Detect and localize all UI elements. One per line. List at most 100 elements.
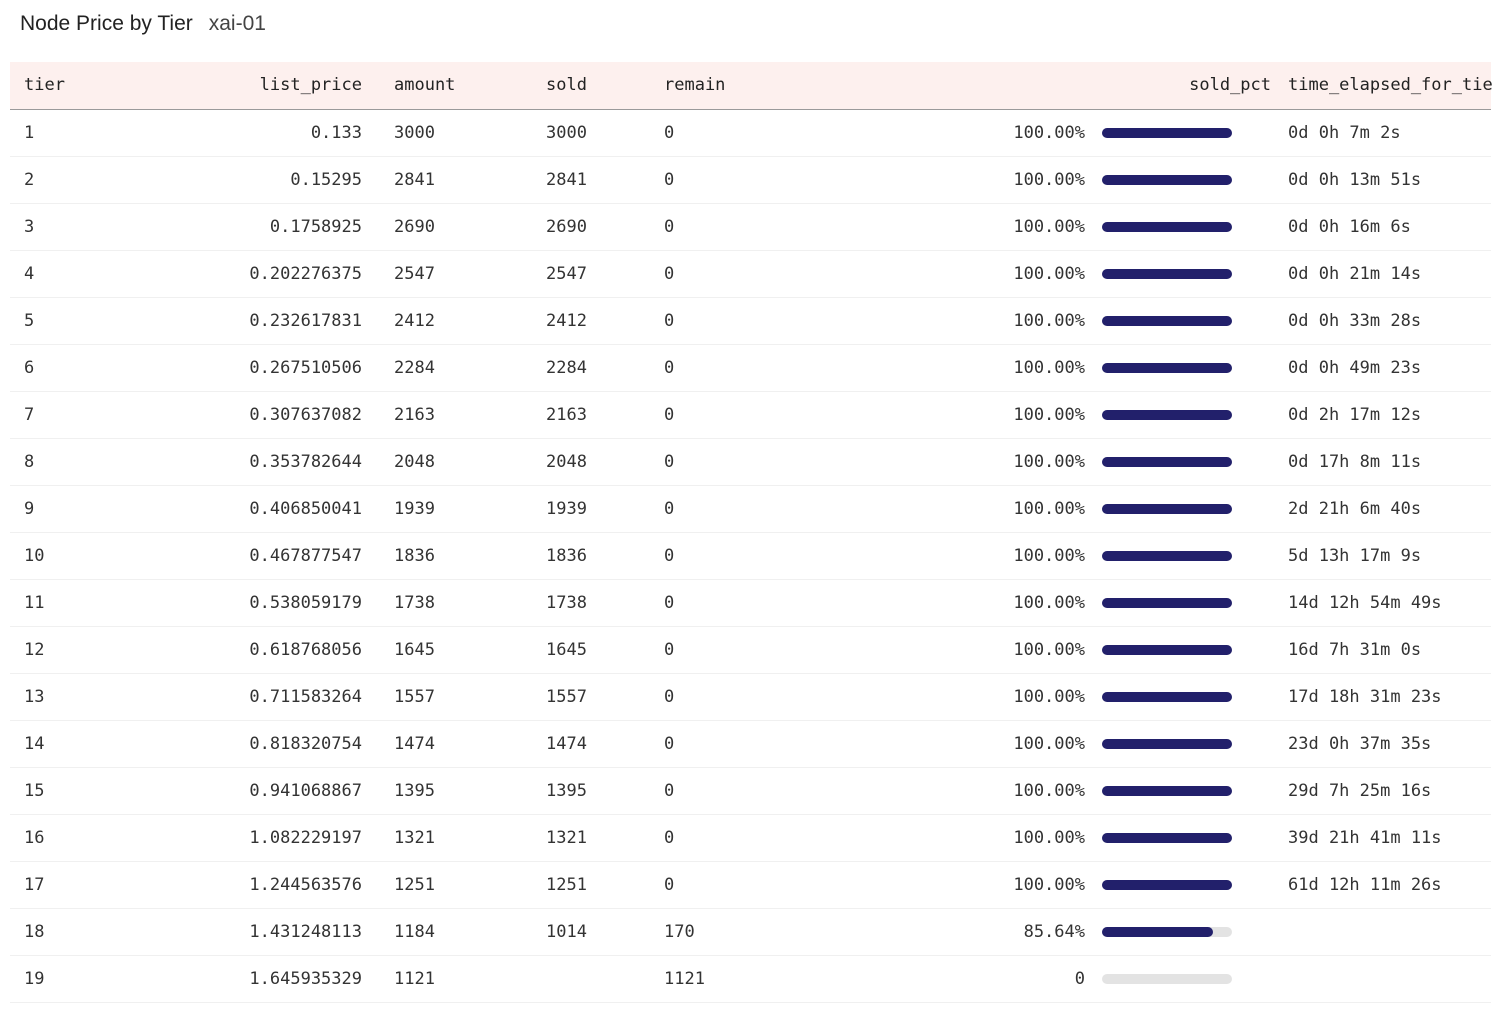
progress-bar-track [1102, 362, 1232, 373]
cell-remain: 0 [664, 263, 675, 284]
progress-bar-fill [1102, 315, 1232, 326]
cell-sold: 3000 [546, 122, 587, 143]
table-row: 13 0.711583264 1557 1557 0 100.00% 17d 18h 31m… [10, 673, 1491, 720]
cell-amount: 1184 [394, 921, 435, 942]
cell-sold-pct: 100.00% [1013, 733, 1085, 754]
cell-tier: 5 [24, 310, 35, 331]
cell-sold-pct-bar [1085, 109, 1288, 156]
progress-bar-fill [1102, 691, 1232, 702]
column-header-list-price[interactable]: list_price [202, 62, 362, 110]
cell-sold-pct: 100.00% [1013, 780, 1085, 801]
cell-remain: 0 [664, 404, 675, 425]
cell-sold-pct-bar [1085, 156, 1288, 203]
column-header-amount[interactable]: amount [362, 62, 546, 110]
progress-bar-fill [1102, 832, 1232, 843]
cell-sold: 2048 [546, 451, 587, 472]
table-row: 19 1.645935329 1121 1121 0 [10, 955, 1491, 1002]
progress-bar-fill [1102, 785, 1232, 796]
page-title: Node Price by Tier [20, 12, 193, 35]
cell-remain: 0 [664, 169, 675, 190]
cell-time-elapsed: 0d 0h 16m 6s [1288, 216, 1411, 237]
table-row: 12 0.618768056 1645 1645 0 100.00% 16d 7h 31m … [10, 626, 1491, 673]
cell-sold-pct: 100.00% [1013, 122, 1085, 143]
cell-amount: 1939 [394, 498, 435, 519]
column-header-time-elapsed[interactable]: time_elapsed_for_tier [1288, 62, 1494, 110]
cell-sold: 2547 [546, 263, 587, 284]
cell-sold-pct-bar [1085, 203, 1288, 250]
tier-price-table: tier list_price amount sold remain sold_… [10, 62, 1494, 1003]
cell-time-elapsed: 2d 21h 6m 40s [1288, 498, 1422, 519]
cell-list-price: 0.711583264 [249, 686, 362, 707]
cell-amount: 3000 [394, 122, 435, 143]
cell-sold: 1557 [546, 686, 587, 707]
table-row: 1 0.133 3000 3000 0 100.00% 0d 0h 7m 2s [10, 109, 1491, 156]
cell-list-price: 0.232617831 [249, 310, 362, 331]
cell-list-price: 0.467877547 [249, 545, 362, 566]
cell-tier: 4 [24, 263, 35, 284]
cell-sold-pct-bar [1085, 767, 1288, 814]
progress-bar-track [1102, 832, 1232, 843]
cell-sold-pct: 85.64% [1023, 921, 1085, 942]
cell-amount: 2048 [394, 451, 435, 472]
progress-bar-track [1102, 550, 1232, 561]
progress-bar-track [1102, 221, 1232, 232]
cell-tier: 16 [24, 827, 45, 848]
cell-amount: 1251 [394, 874, 435, 895]
cell-sold-pct: 100.00% [1013, 263, 1085, 284]
cell-tier: 8 [24, 451, 35, 472]
cell-list-price: 0.133 [310, 122, 362, 143]
cell-sold: 1645 [546, 639, 587, 660]
progress-bar-fill [1102, 597, 1232, 608]
cell-remain: 0 [664, 686, 675, 707]
cell-time-elapsed: 5d 13h 17m 9s [1288, 545, 1422, 566]
table-header: tier list_price amount sold remain sold_… [10, 62, 1494, 110]
progress-bar-track [1102, 456, 1232, 467]
cell-sold-pct: 100.00% [1013, 404, 1085, 425]
column-header-sold[interactable]: sold [546, 62, 664, 110]
cell-sold: 1395 [546, 780, 587, 801]
cell-time-elapsed: 0d 0h 7m 2s [1288, 122, 1401, 143]
cell-list-price: 1.431248113 [249, 921, 362, 942]
column-header-tier[interactable]: tier [10, 62, 202, 110]
column-header-remain[interactable]: remain [664, 62, 882, 110]
progress-bar-fill [1102, 268, 1232, 279]
cell-sold-pct-bar [1085, 908, 1288, 955]
cell-list-price: 0.538059179 [249, 592, 362, 613]
cell-amount: 1645 [394, 639, 435, 660]
cell-tier: 19 [24, 968, 45, 989]
cell-tier: 3 [24, 216, 35, 237]
cell-tier: 2 [24, 169, 35, 190]
progress-bar-fill [1102, 127, 1232, 138]
cell-sold: 2412 [546, 310, 587, 331]
cell-time-elapsed: 0d 17h 8m 11s [1288, 451, 1422, 472]
cell-tier: 13 [24, 686, 45, 707]
table-row: 18 1.431248113 1184 1014 170 85.64% [10, 908, 1491, 955]
table-row: 16 1.082229197 1321 1321 0 100.00% 39d 21h 41m… [10, 814, 1491, 861]
cell-amount: 2841 [394, 169, 435, 190]
cell-time-elapsed: 0d 0h 49m 23s [1288, 357, 1422, 378]
cell-remain: 0 [664, 733, 675, 754]
cell-remain: 0 [664, 122, 675, 143]
cell-remain: 0 [664, 451, 675, 472]
cell-sold-pct-bar [1085, 438, 1288, 485]
cell-amount: 1321 [394, 827, 435, 848]
cell-time-elapsed: 0d 0h 13m 51s [1288, 169, 1422, 190]
cell-time-elapsed: 17d 18h 31m 23s [1288, 686, 1442, 707]
cell-sold-pct-bar [1085, 861, 1288, 908]
cell-amount: 1557 [394, 686, 435, 707]
progress-bar-track [1102, 315, 1232, 326]
cell-sold-pct-bar [1085, 297, 1288, 344]
cell-tier: 11 [24, 592, 45, 613]
cell-sold-pct: 100.00% [1013, 827, 1085, 848]
cell-time-elapsed: 14d 12h 54m 49s [1288, 592, 1442, 613]
table-row: 15 0.941068867 1395 1395 0 100.00% 29d 7h 25m … [10, 767, 1491, 814]
progress-bar-track [1102, 503, 1232, 514]
cell-sold-pct-bar [1085, 250, 1288, 297]
column-header-sold-pct[interactable]: sold_pct [882, 62, 1288, 110]
cell-list-price: 0.202276375 [249, 263, 362, 284]
cell-remain: 1121 [664, 968, 705, 989]
cell-list-price: 1.244563576 [249, 874, 362, 895]
cell-sold-pct-bar [1085, 814, 1288, 861]
cell-remain: 0 [664, 216, 675, 237]
cell-tier: 18 [24, 921, 45, 942]
